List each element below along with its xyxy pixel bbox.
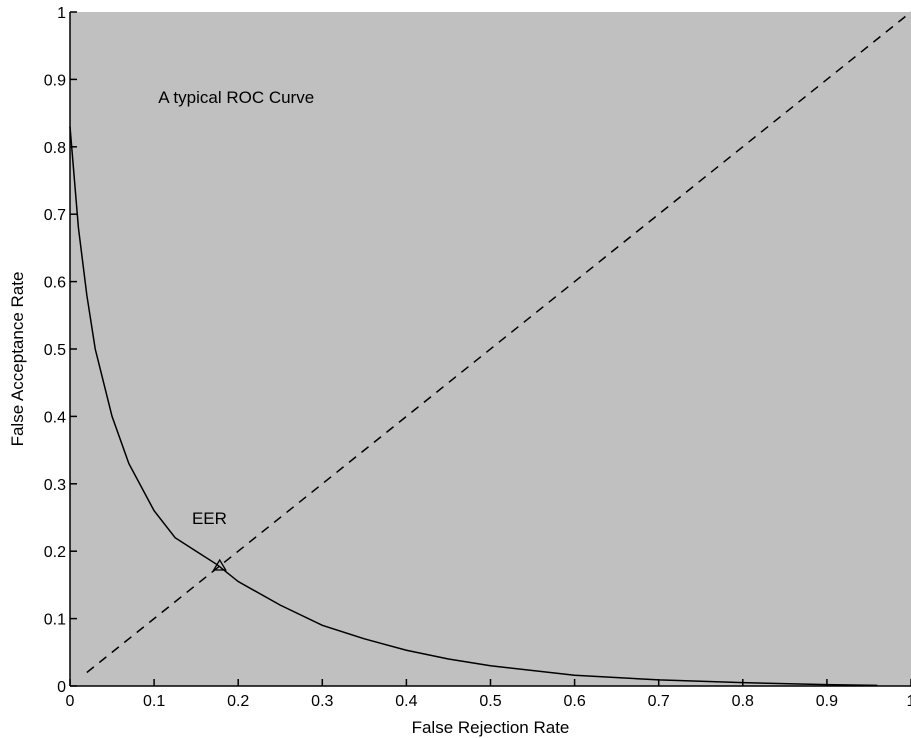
annotation-text: EER — [192, 509, 227, 528]
annotation-layer: A typical ROC Curve EER — [158, 88, 314, 528]
series-layer — [69, 11, 911, 687]
x-tick-label: 0.2 — [227, 693, 249, 710]
x-tick-label: 0.8 — [732, 693, 754, 710]
x-tick-label: 0.7 — [648, 693, 670, 710]
y-tick-label: 0.1 — [44, 612, 66, 629]
y-tick-label: 0.6 — [44, 275, 66, 292]
x-tick-label: 0.9 — [816, 693, 838, 710]
eer-marker — [212, 558, 227, 571]
x-tick-label: 0 — [66, 693, 75, 710]
y-tick-label: 0.3 — [44, 477, 66, 494]
y-tick-label: 0.2 — [44, 544, 66, 561]
x-tick-label: 0.3 — [311, 693, 333, 710]
y-tick-label: 0.8 — [44, 140, 66, 157]
x-tick-label: 0.1 — [143, 693, 165, 710]
x-tick-label: 1 — [907, 693, 911, 710]
y-tick-label: 0 — [57, 679, 66, 696]
y-tick-label: 0.5 — [44, 342, 66, 359]
x-tick-label: 0.4 — [395, 693, 417, 710]
y-ticks: 0 0.1 0.2 0.3 0.4 0.5 0.6 0.7 0.8 0.9 1 — [44, 5, 77, 696]
y-axis-title: False Acceptance Rate — [8, 272, 27, 447]
x-tick-label: 0.6 — [563, 693, 585, 710]
y-tick-label: 0.4 — [44, 409, 66, 426]
diagonal-dashed-line — [86, 11, 911, 674]
annotation-text: A typical ROC Curve — [158, 88, 314, 107]
roc-curve-line — [69, 126, 878, 687]
y-tick-label: 1 — [57, 5, 66, 22]
y-tick-label: 0.9 — [44, 72, 66, 89]
x-ticks: 0 0.1 0.2 0.3 0.4 0.5 0.6 0.7 0.8 0.9 1 — [66, 679, 911, 710]
x-axis-title: False Rejection Rate — [412, 718, 570, 737]
y-tick-label: 0.7 — [44, 207, 66, 224]
x-tick-label: 0.5 — [479, 693, 501, 710]
